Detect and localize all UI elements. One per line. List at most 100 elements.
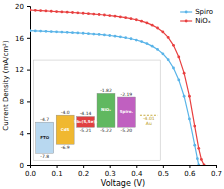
series-marker <box>151 24 154 27</box>
series-marker <box>124 16 127 19</box>
series-marker <box>34 29 37 32</box>
tick: 16 <box>15 35 30 43</box>
series-marker <box>167 36 170 39</box>
series-marker <box>200 158 203 161</box>
y-axis: 048121620 <box>15 3 30 170</box>
series-marker <box>55 10 58 13</box>
series-marker <box>87 12 90 15</box>
series-marker <box>71 11 74 14</box>
series-marker <box>193 125 196 128</box>
data-label: -4.14 <box>80 111 92 116</box>
tick-label: 0.2 <box>78 170 89 178</box>
series-marker <box>140 40 143 43</box>
tick-mark <box>136 165 137 168</box>
tick-label: 0.7 <box>211 170 222 178</box>
series-marker <box>82 32 85 35</box>
series-marker <box>156 48 159 51</box>
series-marker <box>60 31 63 34</box>
inset-bars <box>36 93 158 153</box>
series-marker <box>45 30 48 33</box>
data-label: -5.22 <box>100 128 112 133</box>
tick-mark <box>27 38 30 39</box>
series-marker <box>146 22 149 25</box>
tick: 0.4 <box>131 165 143 178</box>
series-line <box>30 10 204 165</box>
x-axis-title: Voltage (V) <box>101 179 145 188</box>
tick-label: 0.0 <box>25 170 36 178</box>
series-marker <box>103 34 106 37</box>
data-label: -7.8 <box>40 154 49 159</box>
band-name: Sb₂(S,Se)₃ <box>74 119 97 124</box>
series-marker <box>183 95 186 98</box>
tick-label: 0.3 <box>105 170 116 178</box>
series-marker <box>30 9 31 12</box>
legend-item: NiOₓ <box>180 17 211 25</box>
series-marker <box>167 58 170 61</box>
legend-marker <box>185 20 188 23</box>
series-marker <box>172 67 175 70</box>
series-marker <box>130 37 133 40</box>
tick-mark <box>189 165 190 168</box>
series-marker <box>39 30 42 33</box>
data-label: -5.20 <box>121 128 133 133</box>
series-marker <box>92 13 95 16</box>
legend: SpiroNiOₓ <box>180 8 213 25</box>
data-label: -2.19 <box>121 92 133 97</box>
chart-svg: 0.00.10.20.30.40.50.60.7048121620Voltage… <box>0 0 224 189</box>
tick: 0.3 <box>105 165 116 178</box>
data-label: -6.9 <box>61 145 70 150</box>
series-marker <box>135 18 138 21</box>
tick-mark <box>27 6 30 7</box>
series-marker <box>50 30 53 33</box>
tick-mark <box>83 165 84 168</box>
series-marker <box>76 11 79 14</box>
series-marker <box>203 164 206 165</box>
series-marker <box>45 10 48 13</box>
band-name: CdS <box>61 127 70 132</box>
data-label: -4.7 <box>40 117 49 122</box>
series-marker <box>146 42 149 45</box>
series-marker <box>197 164 200 165</box>
series-marker <box>197 147 200 150</box>
inset: FTO-4.7-7.8CdS-4.0-6.9Sb₂(S,Se)₃-4.14-5.… <box>34 60 160 160</box>
series-marker <box>130 17 133 20</box>
legend-label: NiOₓ <box>195 17 211 25</box>
series-marker <box>55 30 58 33</box>
series-marker <box>103 14 106 17</box>
axis-line <box>27 7 31 166</box>
tick: 0.5 <box>158 165 169 178</box>
series-marker <box>66 11 69 14</box>
tick-mark <box>27 133 30 134</box>
series-marker <box>39 9 42 12</box>
legend-marker <box>185 11 188 14</box>
tick-label: 12 <box>15 66 24 74</box>
band-name: Spiro. <box>120 109 134 114</box>
band-bar <box>56 115 74 144</box>
tick: 0.1 <box>52 165 63 178</box>
series-marker <box>135 39 138 42</box>
series-marker <box>34 9 37 12</box>
series-marker <box>177 79 180 82</box>
series-marker <box>87 32 90 35</box>
tick: 4 <box>20 130 30 138</box>
band-bar <box>36 122 54 153</box>
series-marker <box>196 157 199 160</box>
tick: 0.7 <box>211 165 222 178</box>
series-marker <box>98 13 101 16</box>
series-marker <box>71 31 74 34</box>
series-marker <box>161 52 164 55</box>
data-label: -5.21 <box>80 128 92 133</box>
tick-mark <box>57 165 58 168</box>
series-marker <box>98 33 101 36</box>
tick-mark <box>27 101 30 102</box>
series-marker <box>188 95 191 98</box>
series-marker <box>30 29 31 32</box>
series-marker <box>60 10 63 13</box>
series-marker <box>76 32 79 35</box>
tick-label: 0.5 <box>158 170 169 178</box>
series-marker <box>124 36 127 39</box>
data-label: -1.82 <box>100 88 112 93</box>
tick-label: 0.6 <box>184 170 196 178</box>
tick: 0.0 <box>25 165 36 178</box>
tick: 0.2 <box>78 165 89 178</box>
